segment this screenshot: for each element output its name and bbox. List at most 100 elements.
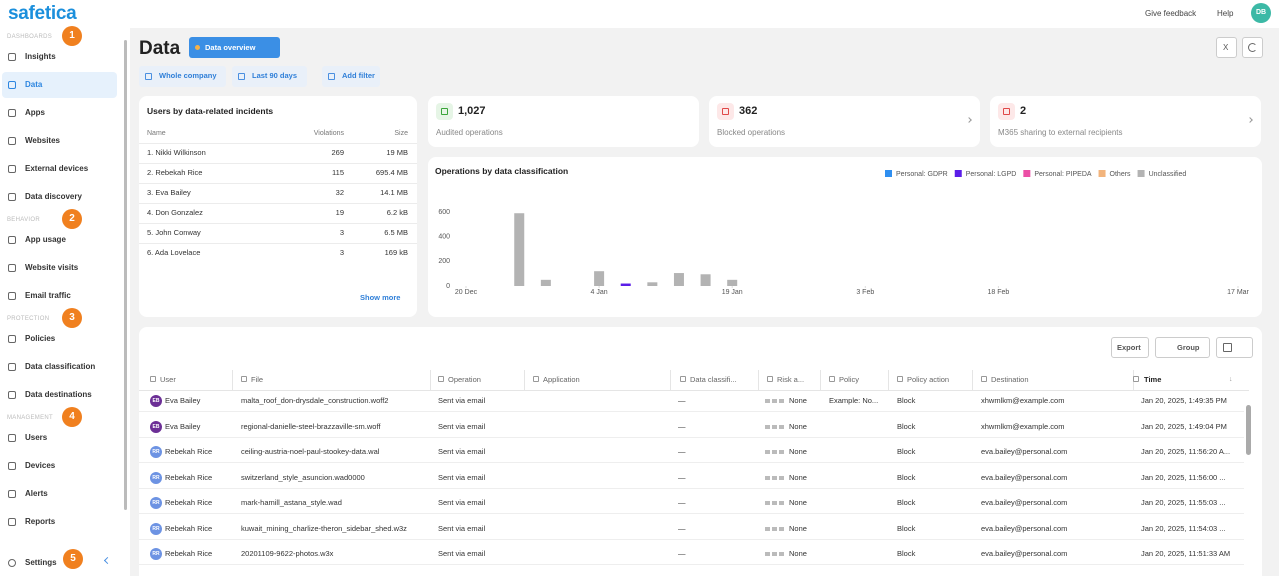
x-tick-label: 19 Jan — [722, 289, 743, 296]
table-cell: xhwmlkm@example.com — [981, 421, 1065, 431]
legend-label: Personal: GDPR — [896, 171, 948, 178]
table-header[interactable]: Policy action — [907, 375, 950, 384]
nav-label[interactable]: Data — [25, 80, 43, 89]
filter-label[interactable]: Add filter — [342, 71, 375, 80]
nav-label[interactable]: Data classification — [25, 362, 96, 371]
table-cell[interactable]: malta_roof_don-drysdale_construction.wof… — [241, 396, 389, 405]
users-cell: 6.2 kB — [386, 208, 408, 217]
filter-chip[interactable] — [139, 66, 226, 87]
table-header[interactable]: Policy — [839, 375, 860, 384]
table-cell[interactable]: Rebekah Rice — [165, 472, 213, 482]
nav-label[interactable]: Insights — [25, 52, 56, 61]
columns-button[interactable] — [1216, 337, 1253, 358]
view-button[interactable] — [189, 37, 280, 58]
filter-chip[interactable] — [232, 66, 307, 87]
stat-card[interactable] — [709, 96, 980, 147]
table-cell[interactable]: Eva Bailey — [165, 421, 201, 431]
nav-label[interactable]: Reports — [25, 517, 56, 526]
table-cell[interactable]: Rebekah Rice — [165, 498, 213, 507]
nav-label[interactable]: Settings — [25, 558, 57, 567]
bar — [514, 213, 525, 286]
filter-label[interactable]: Whole company — [159, 71, 217, 80]
show-more[interactable]: Show more — [360, 293, 401, 302]
view-label[interactable]: Data overview — [205, 43, 256, 52]
nav-item[interactable] — [2, 72, 117, 98]
table-button[interactable] — [1155, 337, 1210, 358]
table-cell[interactable]: switzerland_style_asuncion.wad0000 — [241, 472, 365, 482]
table-cell: Sent via email — [438, 396, 486, 405]
nav-label[interactable]: Alerts — [25, 489, 48, 498]
table-cell: Jan 20, 2025, 11:55:03 ... — [1141, 498, 1226, 507]
nav-item[interactable] — [2, 425, 117, 451]
table-header[interactable]: Operation — [448, 375, 481, 384]
step-badge: 4 — [62, 407, 82, 427]
nav-label[interactable]: Website visits — [25, 263, 79, 272]
nav-label[interactable]: Data destinations — [25, 390, 92, 399]
filter-icon — [328, 73, 335, 80]
header-icon — [981, 376, 987, 382]
filter-label[interactable]: Last 90 days — [252, 71, 298, 80]
user-avatar[interactable]: DB — [1251, 3, 1271, 23]
help-link[interactable]: Help — [1217, 9, 1234, 18]
table-cell[interactable]: Rebekah Rice — [165, 523, 213, 533]
nav-icon — [8, 193, 16, 201]
risk-bars — [765, 399, 784, 403]
user-avatar: RR — [150, 497, 162, 509]
table-cell: — — [678, 523, 686, 533]
nav-label[interactable]: External devices — [25, 164, 89, 173]
table-cell: — — [678, 549, 686, 558]
nav-item[interactable] — [2, 481, 117, 507]
table-cell[interactable]: Eva Bailey — [165, 396, 201, 405]
table-cell[interactable]: Rebekah Rice — [165, 447, 213, 456]
nav-label[interactable]: Websites — [25, 136, 60, 145]
nav-label[interactable]: Users — [25, 433, 48, 442]
nav-label[interactable]: Data discovery — [25, 192, 82, 201]
stat-label: Blocked operations — [717, 128, 786, 137]
filter-chip[interactable] — [322, 66, 380, 87]
table-header[interactable]: Destination — [991, 375, 1029, 384]
nav-label[interactable]: App usage — [25, 235, 66, 244]
table-cell[interactable]: regional-danielle-steel-brazzaville-sm.w… — [241, 421, 381, 431]
table-button-label[interactable]: Group — [1177, 343, 1200, 352]
nav-icon — [8, 391, 16, 399]
step-badge: 3 — [62, 308, 82, 328]
nav-item[interactable] — [2, 326, 117, 352]
stat-card — [428, 96, 699, 147]
table-cell: Jan 20, 2025, 11:56:00 ... — [1141, 472, 1226, 482]
table-header[interactable]: Application — [543, 375, 580, 384]
table-header[interactable]: Data classifi... — [690, 375, 737, 384]
nav-label[interactable]: Policies — [25, 334, 56, 343]
nav-label[interactable]: Apps — [25, 108, 45, 117]
nav-icon — [8, 434, 16, 442]
table-header[interactable]: Risk a... — [777, 375, 805, 384]
stat-label: Audited operations — [436, 128, 503, 137]
table-cell[interactable]: ceiling-austria-noel-paul-stookey-data.w… — [241, 447, 380, 456]
x-tick-label: 17 Mar — [1227, 289, 1249, 296]
nav-item[interactable] — [2, 453, 117, 479]
table-card — [139, 327, 1262, 576]
table-button[interactable] — [1111, 337, 1149, 358]
table-header[interactable]: User — [160, 375, 176, 384]
table-header[interactable]: File — [251, 375, 264, 384]
nav-item[interactable] — [2, 509, 117, 535]
table-cell[interactable]: 20201109-9622-photos.w3x — [241, 549, 334, 558]
table-cell: Block — [897, 447, 916, 456]
user-avatar: RR — [150, 548, 162, 560]
nav-item[interactable] — [2, 44, 117, 70]
table-cell[interactable]: kuwait_mining_charlize-theron_sidebar_sh… — [241, 523, 407, 533]
table-button-label[interactable]: Export — [1117, 343, 1141, 352]
excel-button[interactable] — [1216, 37, 1237, 58]
table-cell: None — [789, 523, 807, 533]
row-divider — [139, 203, 417, 204]
table-cell[interactable]: mark-hamill_astana_style.wad — [241, 498, 342, 507]
nav-label[interactable]: Devices — [25, 461, 56, 470]
column-header: Violations — [313, 130, 344, 137]
nav-label[interactable]: Email traffic — [25, 291, 71, 300]
collapse-icon[interactable] — [103, 556, 112, 565]
table-header[interactable]: Time — [1144, 375, 1162, 384]
stat-card[interactable] — [990, 96, 1261, 147]
nav-item[interactable] — [2, 100, 117, 126]
give-feedback[interactable]: Give feedback — [1145, 9, 1197, 18]
table-cell[interactable]: Rebekah Rice — [165, 549, 213, 558]
table-cell: eva.bailey@personal.com — [981, 498, 1068, 507]
